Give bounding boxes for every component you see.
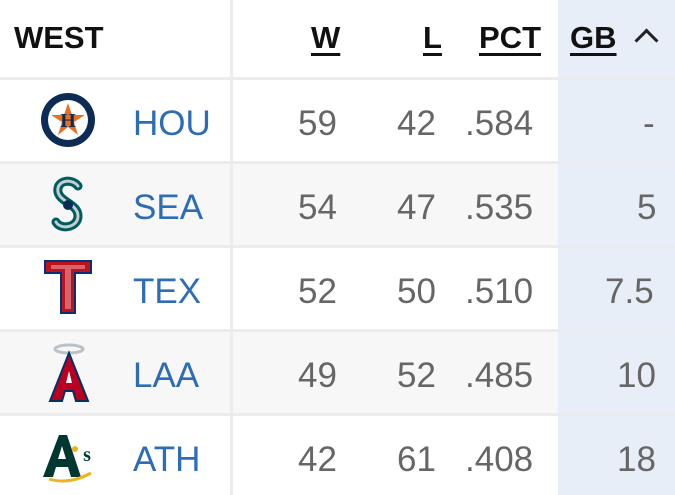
gb-laa: 10 <box>617 356 656 395</box>
gb-tex: 7.5 <box>605 272 654 311</box>
team-link-laa[interactable]: LAA <box>133 356 200 395</box>
team-link-sea[interactable]: SEA <box>133 188 204 227</box>
wins-laa: 49 <box>298 356 337 395</box>
wins-ath: 42 <box>298 440 337 479</box>
pct-laa: .485 <box>465 356 534 395</box>
gb-hou: - <box>643 104 655 143</box>
losses-sea: 47 <box>397 188 436 227</box>
losses-hou: 42 <box>397 104 436 143</box>
column-header-w[interactable]: W <box>311 20 341 55</box>
wins-hou: 59 <box>298 104 337 143</box>
row-divider <box>0 245 675 248</box>
astros-logo-icon[interactable]: H <box>38 90 98 150</box>
losses-tex: 50 <box>397 272 436 311</box>
athletics-logo-icon[interactable]: s <box>38 428 100 484</box>
row-bg-sea <box>0 164 558 248</box>
row-divider <box>0 329 675 332</box>
wins-sea: 54 <box>298 188 337 227</box>
angels-logo-icon[interactable] <box>45 340 93 404</box>
column-header-gb[interactable]: GB <box>570 20 617 55</box>
row-bg-laa <box>0 332 558 416</box>
column-header-l[interactable]: L <box>423 20 442 55</box>
row-divider <box>0 413 675 416</box>
gb-sea: 5 <box>637 188 657 227</box>
team-link-ath[interactable]: ATH <box>133 440 201 479</box>
column-header-pct[interactable]: PCT <box>479 20 541 55</box>
row-divider <box>0 161 675 164</box>
svg-text:s: s <box>83 444 91 466</box>
wins-tex: 52 <box>298 272 337 311</box>
gb-ath: 18 <box>617 440 656 479</box>
losses-laa: 52 <box>397 356 436 395</box>
rangers-logo-icon[interactable] <box>40 256 96 318</box>
pct-sea: .535 <box>465 188 534 227</box>
pct-tex: .510 <box>465 272 534 311</box>
division-title: WEST <box>14 20 104 55</box>
row-divider <box>0 77 675 80</box>
team-link-tex[interactable]: TEX <box>133 272 202 311</box>
losses-ath: 61 <box>397 440 436 479</box>
team-link-hou[interactable]: HOU <box>133 104 211 143</box>
pct-hou: .584 <box>465 104 534 143</box>
mariners-logo-icon[interactable] <box>48 174 88 236</box>
pct-ath: .408 <box>465 440 534 479</box>
svg-text:H: H <box>60 110 76 132</box>
column-separator <box>230 0 233 495</box>
